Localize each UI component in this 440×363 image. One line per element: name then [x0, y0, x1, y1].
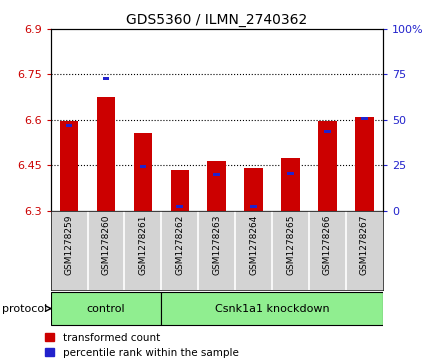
Bar	[213, 173, 220, 176]
Text: GSM1278262: GSM1278262	[175, 215, 184, 275]
Bar	[281, 158, 300, 211]
FancyBboxPatch shape	[51, 292, 161, 325]
Bar	[244, 168, 263, 211]
Text: control: control	[87, 303, 125, 314]
Bar	[250, 205, 257, 208]
Bar	[60, 121, 78, 211]
Text: protocol: protocol	[2, 303, 48, 314]
Bar	[361, 117, 368, 120]
Text: GSM1278267: GSM1278267	[360, 215, 369, 275]
Bar	[171, 170, 189, 211]
Bar	[66, 125, 72, 127]
Bar	[208, 161, 226, 211]
Bar	[324, 130, 331, 134]
Bar	[97, 97, 115, 211]
Legend: transformed count, percentile rank within the sample: transformed count, percentile rank withi…	[45, 333, 238, 358]
Bar	[134, 134, 152, 211]
Bar	[355, 117, 374, 211]
Text: GSM1278260: GSM1278260	[102, 215, 110, 275]
Text: GSM1278265: GSM1278265	[286, 215, 295, 275]
FancyBboxPatch shape	[161, 292, 383, 325]
Text: Csnk1a1 knockdown: Csnk1a1 knockdown	[215, 303, 330, 314]
Bar	[139, 165, 146, 168]
Bar	[287, 172, 294, 175]
Text: GSM1278266: GSM1278266	[323, 215, 332, 275]
Bar	[318, 121, 337, 211]
Text: GSM1278261: GSM1278261	[138, 215, 147, 275]
Title: GDS5360 / ILMN_2740362: GDS5360 / ILMN_2740362	[126, 13, 307, 26]
Text: GSM1278259: GSM1278259	[65, 215, 73, 275]
Bar	[103, 77, 109, 81]
Bar	[176, 205, 183, 208]
Text: GSM1278263: GSM1278263	[212, 215, 221, 275]
Text: GSM1278264: GSM1278264	[249, 215, 258, 275]
